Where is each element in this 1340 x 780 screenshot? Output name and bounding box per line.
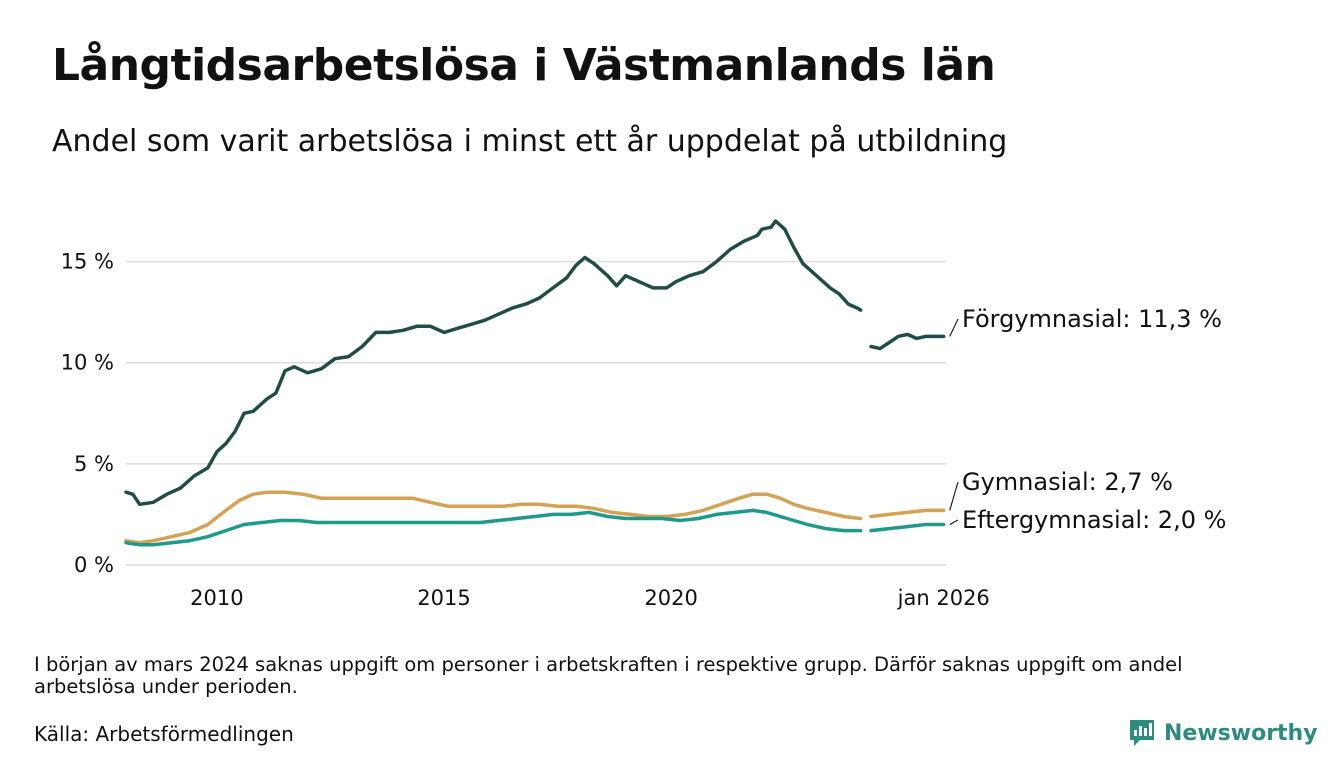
label-connector xyxy=(949,318,959,337)
series-line-förgymnasial[interactable] xyxy=(124,219,946,507)
chart-note: I början av mars 2024 saknas uppgift om … xyxy=(34,653,1183,698)
brand-name: Newsworthy xyxy=(1164,720,1318,746)
chart-title: Långtidsarbetslösa i Västmanlands län xyxy=(52,40,996,91)
chart-source: Källa: Arbetsförmedlingen xyxy=(34,722,294,746)
line-chart: 0 % 5 % 10 % 15 % 2010 2015 2020 jan 2026 Förg… xyxy=(61,219,1226,610)
series-line-gymnasial[interactable] xyxy=(124,490,946,545)
newsworthy-logo-icon xyxy=(1130,720,1154,746)
x-tick-label: 2010 xyxy=(190,586,243,610)
x-tick-label: 2015 xyxy=(417,586,470,610)
brand-logo[interactable]: Newsworthy xyxy=(1128,718,1318,748)
label-connector xyxy=(949,519,959,526)
y-tick-label: 10 % xyxy=(61,351,114,375)
y-tick-label: 0 % xyxy=(74,553,114,577)
label-connector xyxy=(949,481,959,511)
series-label-eftergymnasial: Eftergymnasial: 2,0 % xyxy=(962,506,1226,534)
x-tick-label: 2020 xyxy=(644,586,697,610)
y-tick-label: 15 % xyxy=(61,250,114,274)
y-tick-label: 5 % xyxy=(74,452,114,476)
chart-subtitle: Andel som varit arbetslösa i minst ett å… xyxy=(52,124,1008,159)
series-label-gymnasial: Gymnasial: 2,7 % xyxy=(962,468,1173,496)
x-tick-label: jan 2026 xyxy=(897,586,990,610)
series-label-förgymnasial: Förgymnasial: 11,3 % xyxy=(962,305,1222,333)
series-line-eftergymnasial[interactable] xyxy=(124,508,946,547)
